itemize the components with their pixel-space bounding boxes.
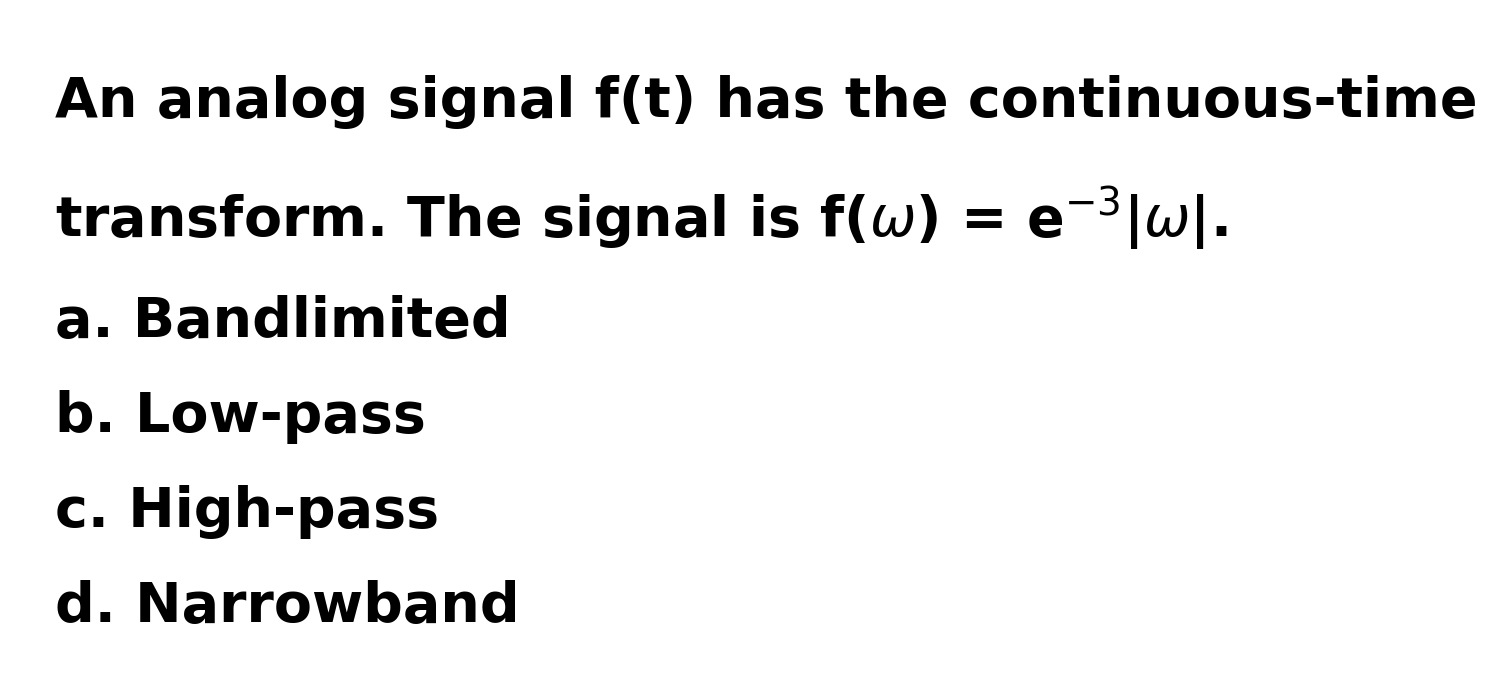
Text: a. Bandlimited: a. Bandlimited xyxy=(56,295,510,349)
Text: transform. The signal is f($\omega$) = e$^{-3}$|$\omega$|.: transform. The signal is f($\omega$) = e… xyxy=(56,185,1227,253)
Text: b. Low-pass: b. Low-pass xyxy=(56,390,426,444)
Text: An analog signal f(t) has the continuous-time Fourier: An analog signal f(t) has the continuous… xyxy=(56,75,1500,129)
Text: c. High-pass: c. High-pass xyxy=(56,485,440,539)
Text: d. Narrowband: d. Narrowband xyxy=(56,580,519,634)
